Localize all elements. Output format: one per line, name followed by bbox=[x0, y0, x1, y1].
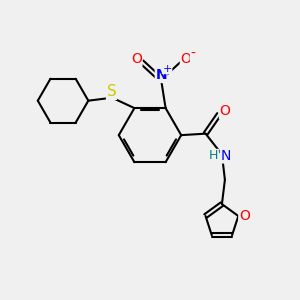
Text: O: O bbox=[220, 104, 230, 118]
Text: H: H bbox=[209, 149, 218, 162]
Text: O: O bbox=[239, 209, 250, 223]
Text: -: - bbox=[190, 47, 195, 61]
Text: +: + bbox=[162, 64, 172, 74]
Text: N: N bbox=[220, 149, 231, 163]
Text: S: S bbox=[106, 84, 116, 99]
Text: O: O bbox=[180, 52, 191, 66]
Text: O: O bbox=[131, 52, 142, 66]
Text: N: N bbox=[155, 68, 167, 83]
